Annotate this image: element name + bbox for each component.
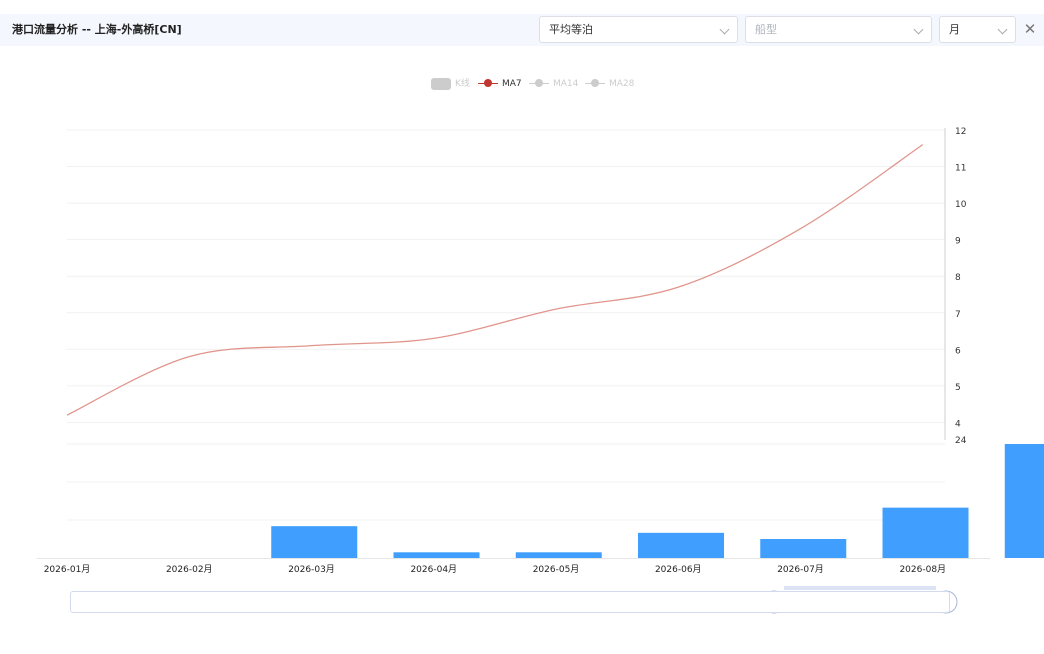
y-axis-tick-label: 7	[955, 310, 961, 320]
y-axis-tick-label: 11	[955, 164, 966, 174]
volume-bar[interactable]	[1004, 444, 1044, 558]
x-axis-tick-label: 2026-03月	[288, 564, 335, 575]
legend-item-kline[interactable]: K线	[431, 76, 473, 92]
y-axis-tick-label: 10	[955, 200, 967, 210]
volume-bar[interactable]	[882, 507, 969, 558]
page-header: 港口流量分析 -- 上海-外高桥[CN] 平均等泊 船型 月 ✕	[0, 14, 1044, 46]
data-zoom-slider[interactable]	[70, 591, 950, 613]
x-axis-tick-label: 2026-04月	[410, 564, 457, 575]
y-axis-tick-label: 12	[955, 127, 966, 137]
ship-type-placeholder: 船型	[755, 23, 777, 36]
page-title: 港口流量分析 -- 上海-外高桥[CN]	[12, 23, 182, 36]
y-axis-tick-label: 9	[955, 237, 961, 247]
volume-bar[interactable]	[515, 552, 602, 558]
zoom-move-handle[interactable]	[784, 586, 936, 590]
y-axis-tick-label: 8	[955, 273, 961, 283]
legend-item-ma14[interactable]: MA14	[529, 76, 579, 92]
legend-item-ma7[interactable]: MA7	[478, 76, 524, 92]
period-select-value: 月	[949, 23, 960, 36]
bar-axis-tick-label: 24	[955, 436, 967, 446]
legend-label: MA28	[609, 79, 635, 89]
legend-label: MA7	[502, 79, 522, 89]
x-axis-tick-label: 2026-05月	[533, 564, 580, 575]
x-axis-tick-label: 2026-06月	[655, 564, 702, 575]
x-axis-tick-label: 2026-02月	[166, 564, 213, 575]
x-axis-tick-label: 2026-01月	[44, 564, 91, 575]
volume-bar[interactable]	[638, 532, 725, 558]
close-icon[interactable]: ✕	[1023, 20, 1037, 38]
volume-bar[interactable]	[760, 539, 847, 558]
metric-select-value: 平均等泊	[549, 23, 593, 36]
chart-legend: K线 MA7 MA14 MA28	[0, 76, 1044, 92]
legend-ma14-dot	[535, 79, 543, 87]
ship-type-select[interactable]: 船型	[745, 16, 932, 43]
metric-select[interactable]: 平均等泊	[539, 16, 738, 43]
y-axis-tick-label: 5	[955, 383, 961, 393]
legend-label: K线	[455, 79, 470, 89]
x-axis-tick-label: 2026-07月	[777, 564, 824, 575]
legend-ma7-dot	[484, 79, 492, 87]
legend-item-ma28[interactable]: MA28	[585, 76, 637, 92]
volume-bar[interactable]	[271, 526, 358, 558]
y-axis-tick-label: 6	[955, 346, 961, 356]
legend-label: MA14	[553, 79, 579, 89]
ma7-series-line[interactable]	[66, 144, 924, 416]
volume-bar[interactable]	[393, 552, 480, 558]
legend-ma28-dot	[591, 79, 599, 87]
period-select[interactable]: 月	[939, 16, 1016, 43]
x-axis-tick-label: 2026-08月	[899, 564, 946, 575]
legend-kline-swatch	[431, 78, 451, 90]
y-axis-tick-label: 4	[955, 419, 961, 429]
